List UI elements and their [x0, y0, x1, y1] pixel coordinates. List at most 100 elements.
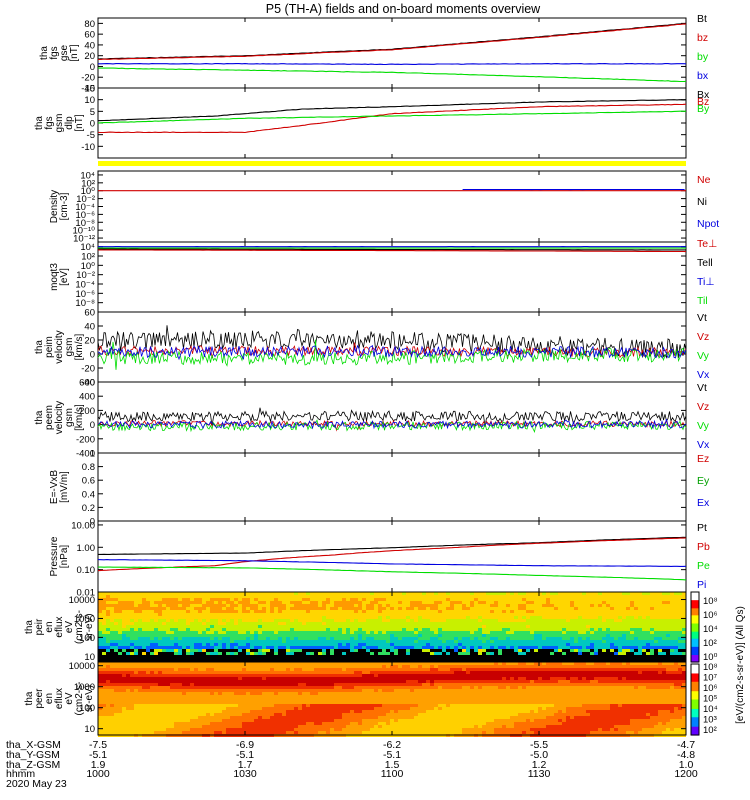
spectrogram-cell [190, 613, 194, 616]
spectrogram-cell [250, 634, 254, 637]
y-tick-label: -200 [76, 434, 95, 445]
spectrogram-cell [566, 643, 570, 646]
spectrogram-cell [334, 631, 338, 634]
spectrogram-cell [174, 677, 178, 680]
spectrogram-cell [562, 613, 566, 616]
spectrogram-cell [378, 604, 382, 607]
spectrogram-cell [110, 625, 114, 628]
spectrogram-cell [350, 622, 354, 625]
spectrogram-cell [242, 607, 246, 610]
spectrogram-cell [102, 634, 106, 637]
spectrogram-cell [398, 616, 402, 619]
spectrogram-cell [118, 604, 122, 607]
spectrogram-cell [418, 607, 422, 610]
spectrogram-cell [382, 634, 386, 637]
spectrogram-cell [330, 646, 334, 649]
spectrogram-cell [278, 649, 282, 652]
spectrogram-cell [466, 643, 470, 646]
spectrogram-cell [454, 677, 458, 680]
spectrogram-cell [358, 622, 362, 625]
spectrogram-cell [670, 592, 674, 595]
spectrogram-cell [102, 613, 106, 616]
spectrogram-cell [210, 655, 214, 658]
spectrogram-cell [618, 634, 622, 637]
spectrogram-cell [158, 662, 162, 665]
spectrogram-cell [586, 671, 590, 674]
spectrogram-cell [390, 601, 394, 604]
spectrogram-cell [202, 610, 206, 613]
y-axis-label-line: [mV/m] [59, 471, 70, 503]
spectrogram-cell [126, 640, 130, 643]
spectrogram-cell [246, 607, 250, 610]
spectrogram-cell [406, 631, 410, 634]
spectrogram-cell [194, 668, 198, 671]
spectrogram-cell [142, 634, 146, 637]
spectrogram-cell [174, 616, 178, 619]
spectrogram-cell [214, 601, 218, 604]
spectrogram-cell [190, 668, 194, 671]
spectrogram-cell [246, 601, 250, 604]
spectrogram-cell [346, 631, 350, 634]
spectrogram-cell [386, 601, 390, 604]
y-axis-label-line: [nT] [74, 114, 85, 131]
spectrogram-cell [186, 649, 190, 652]
spectrogram-cell [206, 671, 210, 674]
spectrogram-cell [402, 592, 406, 595]
spectrogram-cell [150, 668, 154, 671]
spectrogram-cell [494, 616, 498, 619]
spectrogram-cell [170, 680, 174, 683]
spectrogram-cell [294, 604, 298, 607]
spectrogram-cell [154, 658, 158, 661]
spectrogram-cell [522, 649, 526, 652]
spectrogram-cell [366, 649, 370, 652]
spectrogram-cell [370, 643, 374, 646]
spectrogram-cell [154, 634, 158, 637]
spectrogram-cell [514, 665, 518, 668]
spectrogram-cell [110, 662, 114, 665]
spectrogram-cell [558, 619, 562, 622]
spectrogram-cell [554, 634, 558, 637]
spectrogram-cell [538, 655, 542, 658]
spectrogram-cell [230, 610, 234, 613]
spectrogram-cell [178, 616, 182, 619]
spectrogram-cell [246, 655, 250, 658]
spectrogram-cell [542, 610, 546, 613]
spectrogram-cell [630, 592, 634, 595]
spectrogram-cell [450, 658, 454, 661]
y-tick-label: 15 [84, 84, 95, 95]
spectrogram-cell [110, 671, 114, 674]
spectrogram-cell [498, 613, 502, 616]
spectrogram-cell [162, 649, 166, 652]
spectrogram-cell [370, 658, 374, 661]
spectrogram-cell [598, 604, 602, 607]
spectrogram-cell [514, 637, 518, 640]
spectrogram-cell [526, 607, 530, 610]
spectrogram-cell [538, 665, 542, 668]
spectrogram-cell [418, 622, 422, 625]
spectrogram-cell [418, 592, 422, 595]
spectrogram-cell [582, 668, 586, 671]
spectrogram-cell [630, 637, 634, 640]
spectrogram-cell [658, 625, 662, 628]
spectrogram-cell [470, 658, 474, 661]
spectrogram-cell [578, 616, 582, 619]
spectrogram-cell [526, 652, 530, 655]
spectrogram-cell [426, 646, 430, 649]
spectrogram-cell [358, 652, 362, 655]
spectrogram-cell [278, 628, 282, 631]
spectrogram-cell [166, 598, 170, 601]
spectrogram-cell [350, 634, 354, 637]
spectrogram-cell [130, 604, 134, 607]
spectrogram-cell [230, 622, 234, 625]
spectrogram-cell [598, 677, 602, 680]
spectrogram-cell [314, 665, 318, 668]
spectrogram-cell [370, 649, 374, 652]
spectrogram-cell [142, 619, 146, 622]
spectrogram-cell [238, 622, 242, 625]
spectrogram-cell [566, 616, 570, 619]
spectrogram-cell [438, 658, 442, 661]
spectrogram-cell [430, 640, 434, 643]
spectrogram-cell [190, 595, 194, 598]
spectrogram-cell [298, 613, 302, 616]
spectrogram-cell [138, 640, 142, 643]
